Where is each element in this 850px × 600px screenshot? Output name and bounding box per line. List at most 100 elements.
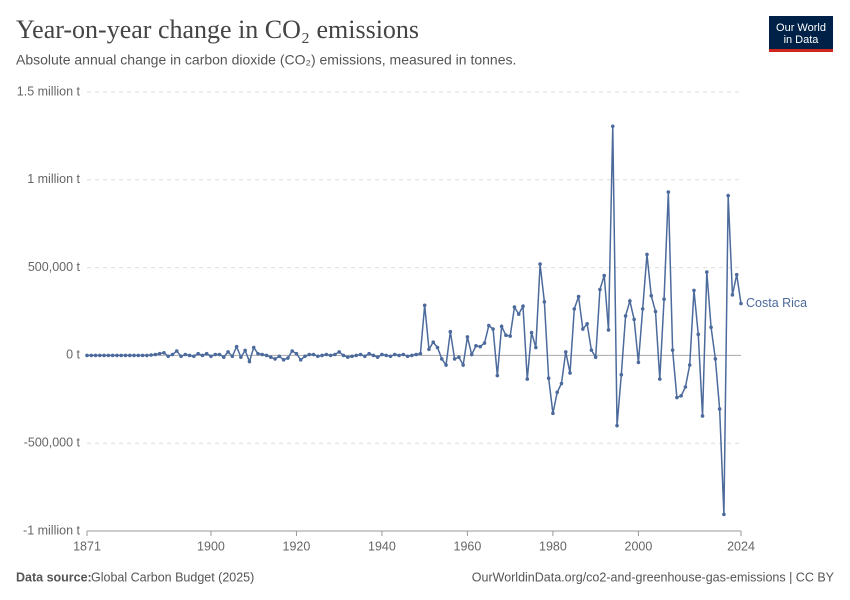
point — [98, 353, 102, 358]
point — [388, 354, 393, 359]
point — [640, 307, 645, 311]
point — [692, 288, 696, 293]
point — [427, 347, 431, 352]
point — [294, 351, 299, 356]
point — [568, 371, 572, 375]
point — [474, 343, 478, 348]
point — [209, 354, 213, 359]
point — [422, 303, 427, 308]
point — [303, 354, 307, 359]
point — [217, 352, 222, 357]
point — [696, 332, 701, 337]
point — [649, 293, 654, 298]
point — [636, 360, 641, 365]
point — [89, 353, 94, 358]
point — [281, 357, 286, 362]
point — [683, 385, 688, 389]
point — [534, 345, 538, 350]
point — [140, 353, 145, 358]
point — [345, 355, 350, 359]
point — [585, 321, 589, 326]
point — [717, 407, 722, 411]
point — [645, 252, 649, 257]
point — [298, 357, 303, 362]
point — [435, 345, 440, 350]
point — [508, 334, 512, 338]
logo-box — [769, 16, 833, 52]
x-tick-label: 1900 — [197, 539, 225, 553]
logo[interactable]: Our World in Data — [769, 16, 833, 52]
point — [448, 329, 453, 334]
point — [166, 354, 171, 359]
point — [666, 190, 671, 194]
point — [559, 381, 564, 386]
point — [277, 354, 282, 359]
point — [713, 357, 718, 361]
point — [328, 353, 333, 358]
point — [392, 352, 397, 357]
point — [264, 353, 269, 358]
point — [226, 350, 230, 354]
point — [311, 352, 316, 357]
series-label: Costa Rica — [746, 296, 807, 310]
point — [320, 353, 324, 358]
point — [196, 351, 200, 356]
x-tick-label: 2024 — [727, 539, 755, 553]
point — [623, 314, 628, 318]
point — [516, 312, 521, 316]
source-label: Data source: — [16, 570, 92, 584]
y-tick-label: 0 t — [66, 348, 80, 362]
point — [653, 309, 658, 314]
point — [555, 390, 559, 395]
y-tick-label: -1 million t — [23, 523, 80, 537]
y-tick-label: 1 million t — [27, 172, 80, 186]
point — [106, 353, 111, 358]
point — [115, 353, 119, 358]
point — [204, 351, 209, 356]
point — [85, 353, 89, 358]
y-tick-label: 1.5 million t — [17, 84, 81, 98]
point — [722, 512, 726, 517]
point — [546, 376, 551, 381]
point — [136, 353, 141, 358]
point — [410, 353, 414, 358]
point — [123, 353, 128, 358]
point — [457, 355, 461, 359]
point — [478, 344, 483, 349]
point — [615, 423, 619, 428]
point — [418, 351, 423, 356]
point — [452, 357, 457, 361]
point — [243, 348, 247, 353]
point — [563, 350, 568, 354]
x-tick-label: 1940 — [368, 539, 396, 553]
point — [234, 344, 239, 349]
point — [153, 352, 158, 357]
point — [726, 193, 730, 198]
point — [145, 353, 149, 358]
x-tick-label: 1960 — [454, 539, 482, 553]
point — [576, 294, 581, 299]
point — [504, 333, 508, 338]
point — [358, 352, 363, 357]
point — [354, 353, 359, 358]
series-line — [87, 126, 742, 515]
point — [709, 325, 713, 330]
point — [367, 351, 371, 356]
footer-link[interactable]: OurWorldinData.org/co2-and-greenhouse-ga… — [472, 570, 835, 584]
point — [739, 301, 743, 306]
point — [482, 341, 487, 345]
point — [337, 350, 341, 354]
point — [384, 353, 389, 358]
point — [333, 352, 337, 357]
point — [286, 356, 290, 360]
point — [256, 351, 260, 356]
point — [260, 352, 265, 357]
point — [542, 300, 547, 304]
y-tick-label: -500,000 t — [24, 435, 81, 449]
point — [316, 354, 320, 359]
point — [239, 355, 243, 359]
source[interactable]: Global Carbon Budget (2025) — [91, 570, 254, 584]
point — [179, 354, 183, 359]
point — [183, 352, 188, 357]
point — [341, 353, 346, 358]
